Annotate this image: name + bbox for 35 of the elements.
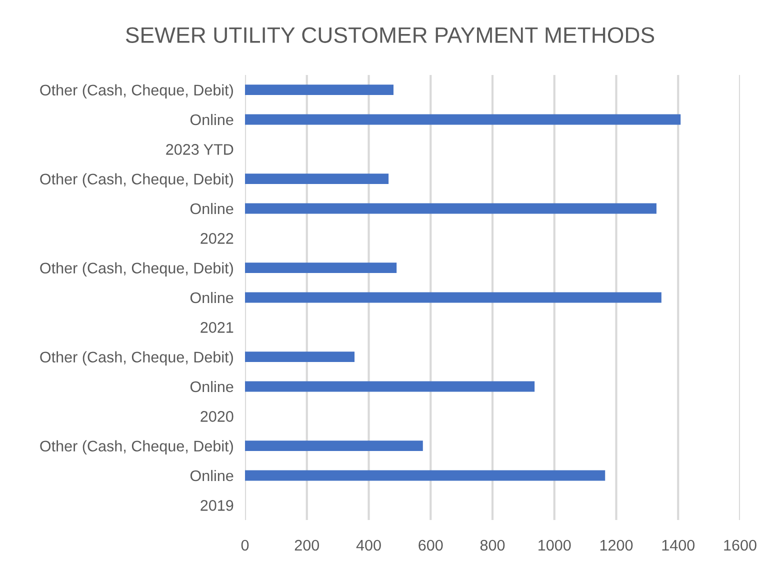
bar (245, 470, 606, 481)
chart-title: SEWER UTILITY CUSTOMER PAYMENT METHODS (126, 27, 654, 43)
y-tick-label: Other (Cash, Cheque, Debit) (40, 262, 233, 277)
bar (245, 352, 355, 362)
y-tick-label: 2023 YTD (166, 144, 234, 155)
y-tick-label: Online (190, 114, 234, 126)
y-tick-label: Other (Cash, Cheque, Debit) (40, 351, 233, 366)
bar (245, 203, 656, 214)
x-tick-label: 1600 (724, 540, 756, 551)
y-tick-label: Other (Cash, Cheque, Debit) (40, 173, 233, 188)
y-tick-label: 2022 (200, 233, 234, 244)
y-tick-label: Online (190, 292, 234, 304)
bar (245, 440, 423, 452)
y-tick-label: Other (Cash, Cheque, Debit) (40, 84, 233, 99)
bar (245, 381, 535, 392)
x-tick-label: 800 (480, 540, 505, 551)
bar (245, 292, 662, 303)
bar (245, 174, 389, 184)
x-tick-label: 1400 (662, 540, 695, 551)
bar (245, 262, 397, 274)
y-tick-label: 2021 (200, 322, 234, 333)
y-tick-label: 2020 (200, 411, 234, 422)
y-tick-label: Online (190, 380, 234, 392)
bar (245, 114, 681, 125)
x-tick-label: 1200 (600, 540, 633, 551)
bar (245, 84, 394, 96)
y-tick-label: Other (Cash, Cheque, Debit) (40, 440, 233, 455)
y-tick-label: 2019 (200, 500, 234, 511)
x-tick-label: 400 (356, 540, 381, 551)
y-tick-label: Online (190, 202, 234, 214)
x-tick-label: 0 (241, 540, 249, 551)
y-tick-label: Online (190, 470, 234, 482)
x-tick-label: 200 (294, 540, 320, 551)
x-tick-label: 600 (418, 540, 443, 551)
x-tick-label: 1000 (538, 540, 571, 551)
